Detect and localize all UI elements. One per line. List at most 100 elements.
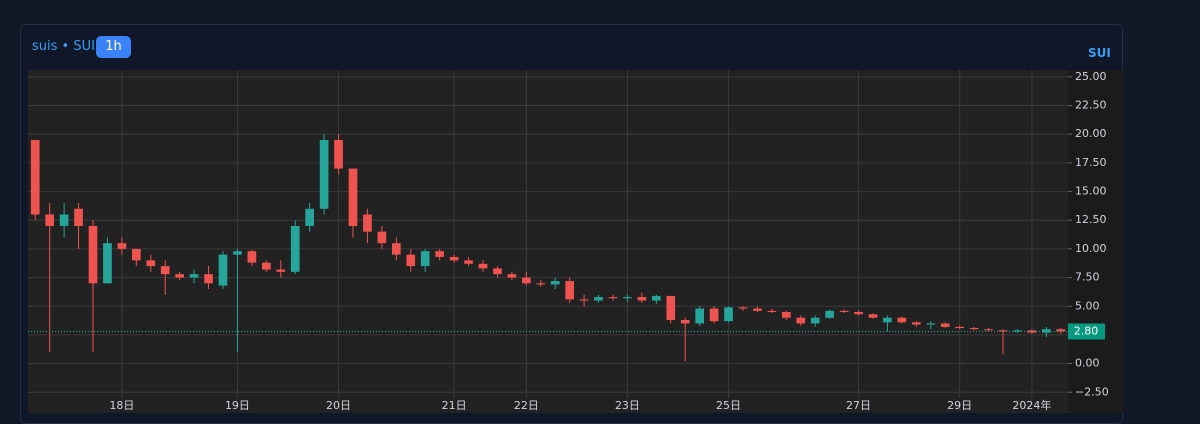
- y-tick-label: 20.00: [1075, 127, 1107, 140]
- candle-body: [724, 307, 733, 322]
- candle-body: [753, 308, 762, 311]
- candle-body: [594, 297, 603, 301]
- candle-body: [652, 295, 661, 301]
- chart-title: suis • SUI: [32, 39, 95, 54]
- y-tick-label: 12.50: [1075, 213, 1107, 226]
- candle-body: [132, 248, 141, 261]
- candle-body: [969, 328, 979, 330]
- candle-body: [464, 260, 473, 264]
- candle-body: [709, 308, 719, 322]
- plot-background: [28, 70, 1068, 413]
- candle-body: [695, 308, 704, 324]
- y-tick-label: 10.00: [1075, 242, 1107, 255]
- candle-body: [680, 320, 690, 324]
- x-tick-label: 25日: [716, 399, 741, 412]
- x-tick-label: 20日: [326, 399, 351, 412]
- candle-body: [103, 243, 112, 284]
- candle-body: [767, 310, 777, 312]
- candle-body: [1056, 329, 1066, 332]
- candle-body: [435, 251, 444, 257]
- candle-body: [348, 168, 358, 226]
- candle-body: [377, 231, 387, 244]
- candle-body: [883, 317, 892, 323]
- candle-body: [825, 310, 834, 318]
- candle-body: [998, 330, 1008, 332]
- candle-body: [507, 274, 517, 278]
- x-tick-label: 22日: [514, 399, 539, 412]
- candle-body: [30, 139, 40, 215]
- candle-body: [420, 251, 430, 267]
- candle-body: [334, 139, 343, 169]
- candle-body: [1042, 329, 1051, 333]
- last-price-label: 2.80: [1074, 324, 1099, 337]
- candle-body: [1027, 330, 1037, 333]
- candle-body: [392, 243, 401, 255]
- candle-body: [897, 317, 907, 323]
- candle-body: [810, 317, 820, 324]
- x-tick-label: 2024年: [1012, 398, 1051, 412]
- x-tick-label: 19日: [225, 399, 250, 412]
- candle-body: [262, 262, 271, 270]
- y-tick-label: 15.00: [1075, 185, 1107, 198]
- candle-body: [363, 214, 372, 232]
- candle-body: [666, 295, 676, 321]
- candle-body: [623, 297, 632, 299]
- candle-body: [637, 297, 647, 301]
- candle-body: [160, 266, 170, 275]
- candle-body: [984, 329, 993, 331]
- candle-body: [738, 307, 748, 309]
- candle-body: [912, 322, 921, 325]
- candle-body: [59, 214, 69, 226]
- y-tick-label: 7.50: [1075, 271, 1100, 284]
- y-tick-label: −2.50: [1075, 385, 1109, 398]
- x-tick-label: 27日: [846, 399, 871, 412]
- x-tick-label: 23日: [615, 399, 640, 412]
- candle-body: [305, 208, 314, 226]
- x-tick-label: 18日: [109, 399, 134, 412]
- candle-body: [449, 256, 459, 261]
- y-tick-label: 22.50: [1075, 99, 1107, 112]
- candle-body: [868, 314, 878, 318]
- candle-body: [204, 274, 213, 284]
- symbol-label: SUI: [1088, 46, 1111, 60]
- candle-body: [536, 283, 546, 285]
- candle-body: [218, 254, 228, 286]
- price-axis: [1068, 70, 1123, 413]
- candle-body: [319, 139, 329, 209]
- y-tick-label: 25.00: [1075, 70, 1107, 83]
- y-tick-label: 0.00: [1075, 357, 1100, 370]
- candle-body: [493, 268, 502, 275]
- page: suis • SUI 1h SUI −2.500.002.505.007.501…: [20, 24, 1123, 424]
- candle-body: [796, 317, 806, 324]
- candle-body: [522, 277, 531, 284]
- candle-body: [565, 281, 574, 300]
- candle-body: [175, 274, 184, 278]
- x-tick-label: 21日: [442, 399, 467, 412]
- candle-body: [74, 208, 83, 226]
- candle-body: [1013, 330, 1022, 332]
- y-tick-label: 17.50: [1075, 156, 1107, 169]
- candle-body: [45, 214, 54, 226]
- last-price-box: [1068, 323, 1105, 340]
- candle-body: [146, 260, 156, 267]
- candle-body: [550, 281, 560, 285]
- candle-body: [88, 225, 98, 284]
- candle-body: [290, 225, 300, 272]
- candle-body: [839, 310, 849, 312]
- candle-body: [478, 263, 488, 269]
- x-tick-label: 29日: [947, 399, 972, 412]
- candle-body: [782, 311, 791, 318]
- candle-body: [940, 323, 950, 327]
- chart: −2.500.002.505.007.5010.0012.5015.0017.5…: [28, 70, 1123, 413]
- candle-body: [854, 311, 863, 315]
- candle-body: [189, 274, 199, 278]
- candle-body: [233, 251, 242, 255]
- candle-body: [955, 326, 964, 329]
- candle-body: [117, 243, 127, 249]
- candle-body: [926, 323, 936, 325]
- y-tick-label: 5.00: [1075, 299, 1100, 312]
- candle-body: [406, 254, 416, 267]
- interval-button[interactable]: 1h: [96, 36, 131, 58]
- candle-body: [276, 269, 286, 272]
- candle-body: [608, 297, 618, 299]
